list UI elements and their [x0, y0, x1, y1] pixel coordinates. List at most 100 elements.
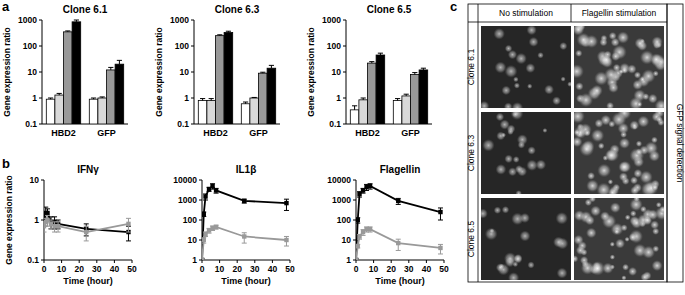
bar	[419, 70, 428, 124]
error-bar	[396, 198, 401, 204]
chart-title: Flagellin	[380, 164, 421, 175]
error-bar	[200, 99, 205, 101]
cell-spot	[625, 214, 631, 220]
y-tick-label: 10	[188, 235, 198, 245]
error-bar	[117, 60, 122, 64]
x-tick-label: 50	[127, 264, 137, 274]
y-tick	[41, 220, 44, 221]
cell-spot	[508, 272, 519, 280]
cell-spot	[618, 161, 630, 173]
marker	[202, 258, 204, 260]
cell-spot	[624, 237, 629, 242]
error-bar	[421, 68, 426, 70]
error-bar	[395, 99, 400, 101]
y-tick-label: 10	[180, 67, 190, 77]
cell-spot	[636, 140, 643, 147]
cell-spot	[656, 116, 663, 123]
bar	[107, 70, 116, 124]
cell-spot	[608, 82, 619, 93]
error-bar	[214, 188, 219, 193]
cell-spot	[627, 64, 637, 74]
y-tick-label: 100	[23, 41, 37, 51]
cell-spot	[629, 148, 644, 163]
panel-frame	[468, 4, 667, 282]
cell-spot	[552, 96, 561, 105]
marker	[45, 211, 49, 215]
cell-spot	[635, 148, 643, 156]
error-bar	[356, 218, 360, 223]
micrograph-background	[574, 112, 664, 194]
marker	[368, 184, 372, 188]
micrograph-background	[481, 198, 571, 280]
column-header: Flagellin stimulation	[582, 8, 657, 18]
cell-spot	[481, 101, 489, 108]
cell-spot	[502, 206, 510, 214]
cell-spot	[597, 164, 611, 178]
chart: Clone 6.1Gene expression ratio0.11101001…	[2, 4, 128, 138]
bar	[89, 99, 98, 124]
cell-spot	[598, 143, 605, 150]
x-axis	[44, 260, 132, 261]
cell-spot	[505, 45, 513, 53]
bar	[224, 33, 233, 124]
cell-spot	[642, 246, 655, 259]
marker	[438, 246, 442, 250]
bar	[46, 99, 55, 124]
cell-spot	[482, 139, 495, 152]
error-bar	[404, 94, 409, 96]
bar	[55, 95, 64, 124]
cell-spot	[617, 31, 629, 43]
cell-spot	[526, 26, 536, 35]
cell-spot	[630, 186, 639, 194]
marker	[210, 184, 214, 188]
cell-spot	[574, 136, 583, 147]
y-tick	[343, 72, 346, 73]
y-tick-label: 10	[342, 235, 352, 245]
y-tick	[191, 124, 194, 125]
error-bar	[56, 222, 61, 232]
x-tick-label: 40	[422, 264, 432, 274]
error-bar	[269, 65, 274, 68]
x-axis-label: Time (hour)	[221, 276, 270, 286]
x-tick	[79, 260, 80, 263]
x-tick-label: 10	[369, 264, 379, 274]
y-tick-label: 0.1	[27, 255, 39, 265]
cell-spot	[621, 224, 628, 231]
y-tick-label: 10000	[327, 175, 351, 185]
cell-spot	[628, 267, 637, 276]
cell-spot	[634, 38, 645, 49]
bar	[350, 110, 359, 124]
chart-title: IL1β	[236, 164, 257, 175]
cell-spot	[579, 93, 593, 107]
y-tick	[343, 46, 346, 47]
image-panel: No stimulationFlagellin stimulationGFP s…	[466, 4, 685, 284]
y-tick-label: 1	[184, 93, 189, 103]
cell-spot	[557, 268, 568, 279]
x-tick	[356, 260, 357, 263]
error-bar	[438, 208, 443, 220]
error-bar	[243, 102, 248, 104]
x-axis	[356, 260, 444, 261]
x-tick	[114, 260, 115, 263]
y-tick-label: 1000	[170, 15, 189, 25]
y-tick-label: 10	[30, 175, 40, 185]
chart-title: Clone 6.1	[63, 4, 108, 15]
y-tick-label: 100	[327, 41, 341, 51]
micrograph	[574, 198, 664, 280]
x-tick	[254, 260, 255, 263]
error-bar	[242, 233, 247, 243]
bar	[259, 73, 268, 124]
cell-spot	[619, 172, 628, 181]
marker	[356, 218, 360, 222]
cell-spot	[496, 131, 505, 140]
y-axis-label: Gene expression ratio	[306, 27, 316, 116]
bar	[393, 101, 402, 124]
header-rule	[468, 22, 667, 23]
y-tick-label: 0.1	[25, 119, 37, 129]
y-tick-label: 1000	[18, 15, 37, 25]
cell-spot	[496, 263, 505, 272]
cell-spot	[513, 77, 519, 83]
cell-spot	[651, 36, 662, 47]
cell-spot	[611, 52, 621, 62]
cell-spot	[591, 85, 603, 97]
